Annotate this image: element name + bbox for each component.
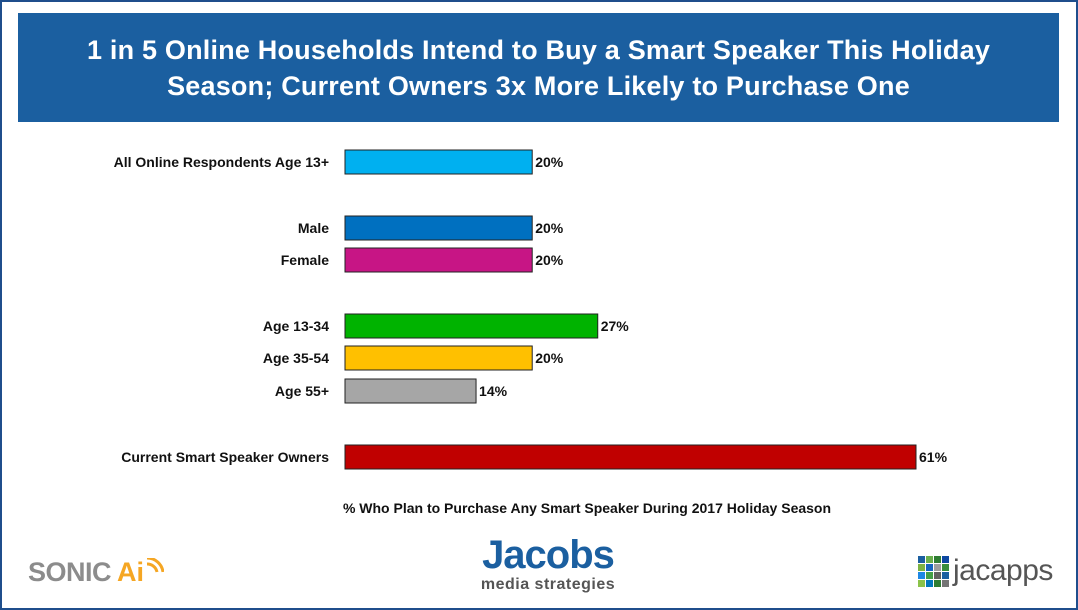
jacapps-square	[934, 571, 941, 579]
bar-3	[344, 313, 599, 339]
jacapps-square	[926, 571, 933, 579]
sonic-ai-logo: SONIC Ai	[28, 552, 165, 592]
jacapps-square	[926, 555, 933, 563]
category-label-2: Female	[281, 252, 329, 268]
sonic-logo-text: SONIC	[28, 556, 112, 587]
jacapps-square	[942, 563, 949, 571]
jacobs-media-logo: Jacobs media strategies	[468, 534, 628, 594]
category-label-5: Age 55+	[275, 383, 329, 399]
value-label-0: 20%	[535, 154, 564, 170]
bar-0	[344, 149, 533, 175]
value-label-2: 20%	[535, 252, 564, 268]
jacobs-logo-word: Jacobs	[482, 533, 615, 577]
jacapps-logo: jacapps	[918, 552, 1053, 590]
jacapps-square	[942, 571, 949, 579]
jacapps-square	[934, 563, 941, 571]
jacobs-logo-subtitle: media strategies	[480, 576, 616, 593]
bar-6	[344, 444, 917, 470]
jacapps-square	[942, 579, 949, 587]
value-label-5: 14%	[479, 383, 508, 399]
sonic-logo-ai: Ai	[117, 556, 145, 587]
bar-1	[344, 215, 533, 241]
x-axis-label: % Who Plan to Purchase Any Smart Speaker…	[342, 500, 832, 516]
title-banner: 1 in 5 Online Households Intend to Buy a…	[18, 13, 1059, 122]
category-label-1: Male	[298, 220, 329, 236]
jacapps-square	[918, 579, 925, 587]
jacapps-square	[918, 571, 925, 579]
jacapps-square	[918, 563, 925, 571]
jacapps-square	[926, 579, 933, 587]
jacapps-square	[934, 579, 941, 587]
bar-2	[344, 247, 533, 273]
bar-5	[344, 378, 477, 404]
bar-4	[344, 345, 533, 371]
jacapps-logo-word: jacapps	[953, 554, 1053, 587]
value-label-1: 20%	[535, 220, 564, 236]
chart-title: 1 in 5 Online Households Intend to Buy a…	[86, 34, 991, 101]
category-label-4: Age 35-54	[263, 350, 329, 366]
category-label-3: Age 13-34	[263, 318, 329, 334]
jacapps-square	[918, 555, 925, 563]
category-label-0: All Online Respondents Age 13+	[114, 154, 329, 170]
jacapps-grid-icon	[918, 555, 949, 587]
jacapps-square	[942, 555, 949, 563]
signal-waves-icon	[146, 558, 165, 573]
value-label-3: 27%	[601, 318, 630, 334]
category-label-6: Current Smart Speaker Owners	[121, 449, 329, 465]
jacapps-square	[934, 555, 941, 563]
value-label-4: 20%	[535, 350, 564, 366]
value-label-6: 61%	[919, 449, 948, 465]
jacapps-square	[926, 563, 933, 571]
